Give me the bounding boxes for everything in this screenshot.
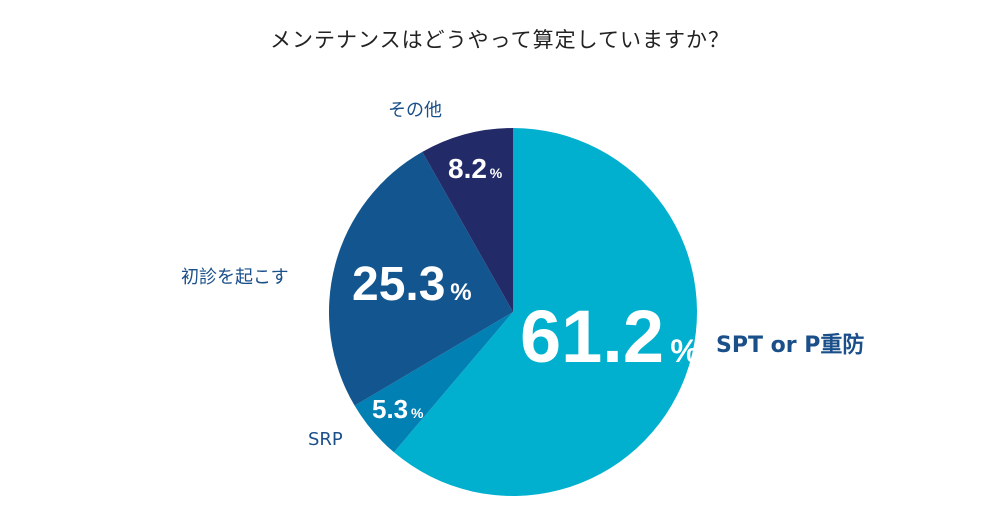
data-label-percent: % xyxy=(670,333,698,369)
data-label-percent: % xyxy=(490,165,503,181)
pie-slice xyxy=(329,151,513,406)
category-label: SPT or P重防 xyxy=(716,333,864,358)
data-label-percent: % xyxy=(411,405,424,421)
data-label-value: 5.3 xyxy=(372,394,408,424)
category-label: その他 xyxy=(388,100,442,121)
pie-slice xyxy=(354,312,513,453)
category-label: SRP xyxy=(308,429,343,450)
chart-title: メンテナンスはどうやって算定していますか？ xyxy=(270,28,730,52)
pie-slice xyxy=(422,128,513,312)
category-label: 初診を起こす xyxy=(181,267,289,288)
data-label-percent: % xyxy=(450,279,471,306)
data-label-value: 8.2 xyxy=(448,153,487,184)
data-label-value: 61.2 xyxy=(520,295,664,378)
data-label-value: 25.3 xyxy=(352,258,445,311)
pie-slice xyxy=(393,128,698,496)
